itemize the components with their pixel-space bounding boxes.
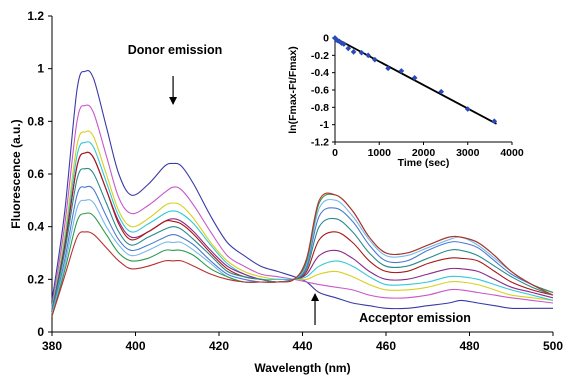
inset-y-tick-label: -0.8	[311, 102, 329, 114]
inset-y-tick-label: -0.6	[311, 85, 329, 97]
y-tick-label: 0	[37, 325, 44, 339]
x-tick-label: 420	[209, 339, 229, 353]
main-series-layer	[51, 69, 554, 317]
y-axis-title: Fluorescence (a.u.)	[9, 119, 23, 228]
x-tick-label: 440	[292, 339, 312, 353]
main-axes-layer: 0 0.2 0.4 0.6 0.8 1 1.2 380 400 420 440 460 480 500 Wa…	[9, 9, 563, 375]
donor-emission-label: Donor emission	[128, 43, 222, 57]
x-tick-label: 480	[459, 339, 479, 353]
inset-x-axis-title: Time (sec)	[398, 157, 450, 169]
inset-y-tick-label: -1.2	[311, 137, 329, 149]
y-tick-label: 0.6	[27, 167, 44, 181]
series-line-3	[51, 130, 554, 309]
series-line-4	[51, 141, 554, 309]
inset-y-tick-label: 0	[323, 33, 329, 45]
series-line-1	[51, 69, 553, 310]
y-tick-label: 1	[37, 62, 44, 76]
y-tick-label: 0.8	[27, 114, 44, 128]
x-tick-label: 400	[125, 339, 145, 353]
main-annotations-layer: Donor emission Acceptor emission	[128, 43, 471, 325]
x-tick-label: 500	[543, 339, 563, 353]
inset-x-tick-label: 2000	[412, 147, 436, 159]
acceptor-emission-label: Acceptor emission	[359, 311, 471, 325]
y-tick-label: 0.2	[27, 272, 44, 286]
x-tick-label: 460	[376, 339, 396, 353]
series-line-7	[51, 167, 554, 312]
acceptor-arrow-head	[311, 293, 320, 301]
inset-data-point	[438, 88, 445, 95]
inset-data-point	[398, 68, 405, 74]
series-line-8	[51, 185, 554, 314]
inset-data-point	[411, 75, 418, 81]
series-line-2	[51, 104, 554, 306]
inset-x-tick-label: 0	[332, 147, 338, 159]
x-axis-title: Wavelength (nm)	[254, 361, 350, 375]
inset-data-point	[491, 118, 498, 125]
inset-y-axis-title: ln(Fmax-Ft/Fmax)	[287, 46, 299, 134]
inset-y-tick-label: -1	[320, 119, 329, 131]
inset-x-tick-label: 1000	[368, 147, 392, 159]
x-tick-label: 380	[42, 339, 62, 353]
y-tick-label: 0.4	[27, 220, 44, 234]
inset-chart: 0-0.2-0.4-0.6-0.8-1-1.20 1000 2000 3000 4000…	[283, 22, 524, 172]
inset-data-point	[464, 106, 471, 112]
inset-y-tick-label: -0.4	[311, 67, 329, 79]
series-line-9	[51, 198, 554, 314]
donor-arrow-head	[169, 97, 178, 105]
inset-x-tick-label: 3000	[456, 147, 480, 159]
inset-background	[283, 22, 517, 172]
inset-y-tick-label: -0.2	[311, 50, 329, 62]
series-line-6	[51, 151, 554, 312]
y-tick-label: 1.2	[27, 9, 44, 23]
inset-x-tick-label: 4000	[500, 147, 524, 159]
inset-data-point	[385, 65, 391, 72]
series-line-11	[51, 192, 554, 317]
series-line-5	[51, 151, 554, 312]
